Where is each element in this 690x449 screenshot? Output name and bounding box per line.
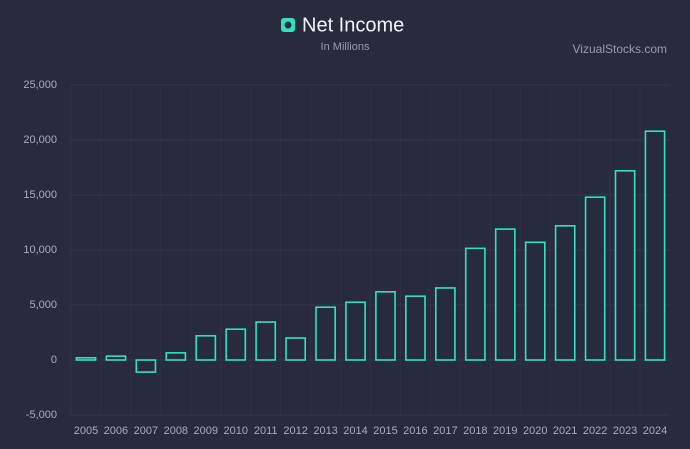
y-tick-label: 20,000 [23,134,57,146]
x-tick-label: 2023 [613,425,637,437]
bar [375,290,396,361]
bar [434,287,456,361]
bar [195,334,217,361]
x-tick-label: 2024 [643,425,667,437]
x-tick-label: 2014 [343,425,367,437]
y-tick-label: 10,000 [23,244,57,256]
x-tick-label: 2005 [74,425,98,437]
y-tick-label: 25,000 [23,79,57,91]
x-tick-label: 2009 [194,425,218,437]
chart-subtitle: In Millions [321,41,370,53]
y-tick-label: 5,000 [29,299,57,311]
bar [614,170,636,361]
bar [225,328,247,361]
bar [315,306,336,361]
bar [494,228,516,361]
x-tick-label: 2019 [493,425,517,437]
bar [105,355,127,361]
bar [554,225,576,361]
title-icon [281,18,295,32]
x-tick-label: 2021 [553,425,577,437]
bar [524,241,546,361]
x-tick-label: 2017 [433,425,457,437]
x-tick-label: 2015 [373,425,397,437]
bar [584,196,606,361]
x-tick-label: 2022 [583,425,607,437]
y-tick-label: 15,000 [23,189,57,201]
x-tick-label: 2012 [283,425,307,437]
x-tick-label: 2013 [313,425,337,437]
bar [644,130,666,361]
bar [75,356,97,361]
bar [285,337,307,361]
y-tick-label: 0 [51,354,57,366]
x-tick-label: 2010 [223,425,247,437]
bar [464,247,486,361]
x-tick-label: 2007 [134,425,158,437]
x-tick-label: 2016 [403,425,427,437]
x-tick-label: 2011 [254,425,278,437]
x-tick-label: 2006 [104,425,128,437]
chart-title: Net Income [302,14,404,36]
source-label: VizualStocks.com [573,42,667,56]
bar [255,321,277,361]
bar [345,301,366,361]
y-tick-label: -5,000 [26,409,57,421]
bar [165,352,187,361]
bar [405,295,426,361]
x-tick-label: 2008 [164,425,188,437]
bar [135,359,157,373]
x-tick-label: 2018 [463,425,487,437]
x-tick-label: 2020 [523,425,547,437]
